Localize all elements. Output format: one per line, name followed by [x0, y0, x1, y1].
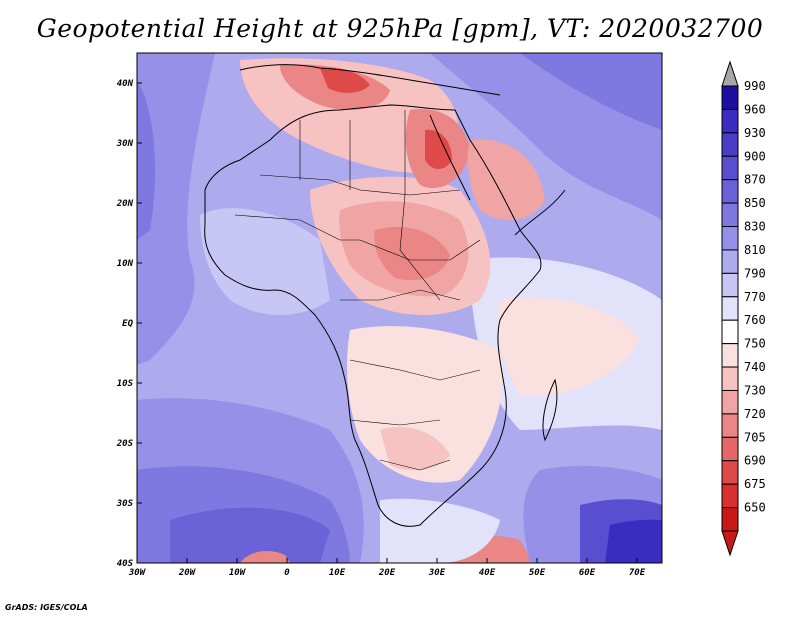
- colorbar-label: 930: [744, 126, 766, 140]
- lon-tick-label: 30W: [128, 568, 147, 578]
- plot-frame: [136, 52, 663, 564]
- colorbar-swatch: [721, 85, 739, 110]
- colorbar-label: 750: [744, 337, 766, 351]
- colorbar-label: 730: [744, 383, 766, 397]
- colorbar-swatch: [721, 343, 739, 368]
- colorbar-swatch: [721, 413, 739, 438]
- colorbar-swatch: [721, 483, 739, 509]
- lon-axis-ticks: [136, 558, 638, 563]
- lon-tick-label: 60E: [579, 568, 596, 578]
- lat-tick-label: 10S: [117, 379, 134, 389]
- colorbar-label: 705: [744, 430, 766, 444]
- lat-axis-ticks: [137, 82, 142, 564]
- colorbar-label: 650: [744, 501, 766, 515]
- lat-tick-label: 30S: [116, 499, 134, 509]
- lat-tick-label: 40S: [117, 559, 134, 569]
- colorbar-swatch: [721, 249, 739, 274]
- colorbar-label: 675: [744, 477, 766, 491]
- lat-tick-label: EQ: [122, 319, 133, 329]
- country-borders: [234, 110, 481, 471]
- colorbar-label: 720: [744, 407, 766, 421]
- lat-tick-label: 20N: [116, 199, 134, 209]
- lon-tick-label: 10E: [329, 568, 346, 578]
- colorbar-bottom-arrow: [721, 530, 739, 557]
- colorbar-top-arrow: [721, 60, 739, 87]
- lon-tick-label: 20W: [178, 568, 197, 578]
- lat-tick-label: 40N: [117, 79, 134, 89]
- colorbar-label: 690: [744, 454, 766, 468]
- colorbar-label: 990: [744, 79, 766, 93]
- colorbar-label: 850: [744, 196, 766, 210]
- colorbar-label: 790: [744, 266, 766, 280]
- colorbar-swatch: [721, 507, 739, 532]
- lon-tick-label: 10W: [229, 568, 247, 578]
- colorbar-swatch: [721, 108, 739, 134]
- colorbar-swatch: [721, 460, 739, 485]
- grads-credit: GrADS: IGES/COLA: [5, 603, 88, 612]
- colorbar-label: 900: [744, 149, 766, 163]
- colorbar-swatch: [721, 296, 739, 321]
- colorbar-swatch: [721, 226, 739, 251]
- lon-tick-label: 0: [284, 568, 290, 578]
- colorbar-label: 810: [744, 243, 766, 257]
- colorbar-label: 770: [744, 290, 766, 304]
- colorbar-swatch: [721, 389, 739, 415]
- coastlines: [204, 64, 566, 527]
- lon-tick-label: 30E: [428, 568, 446, 578]
- lon-tick-label: 20E: [378, 568, 396, 578]
- colorbar-label: 740: [744, 360, 766, 374]
- colorbar-swatch: [721, 202, 739, 228]
- colorbar-swatch: [721, 155, 739, 181]
- lon-tick-label: 40E: [479, 568, 496, 578]
- map-title: Geopotential Height at 925hPa [gpm], VT:…: [36, 14, 764, 43]
- colorbar-swatch: [721, 319, 739, 345]
- lat-tick-label: 10N: [117, 259, 134, 269]
- colorbar-label: 830: [744, 220, 766, 234]
- colorbar-swatch: [721, 179, 739, 204]
- lon-tick-label: 70E: [629, 568, 646, 578]
- colorbar-label: 760: [744, 313, 766, 327]
- colorbar-swatch: [721, 366, 739, 391]
- colorbar-label: 870: [744, 173, 766, 187]
- colorbar: 990 960 930 900 870 850 830 810 790 770 760 750 740 7…: [721, 60, 766, 557]
- lat-tick-label: 30N: [116, 139, 134, 149]
- lat-tick-label: 20S: [116, 439, 134, 449]
- colorbar-swatch: [721, 436, 739, 462]
- colorbar-swatch: [721, 272, 739, 298]
- height-field: [137, 53, 662, 563]
- lon-tick-label: 50E: [529, 568, 546, 578]
- colorbar-swatch: [721, 132, 739, 157]
- colorbar-label: 960: [744, 102, 766, 116]
